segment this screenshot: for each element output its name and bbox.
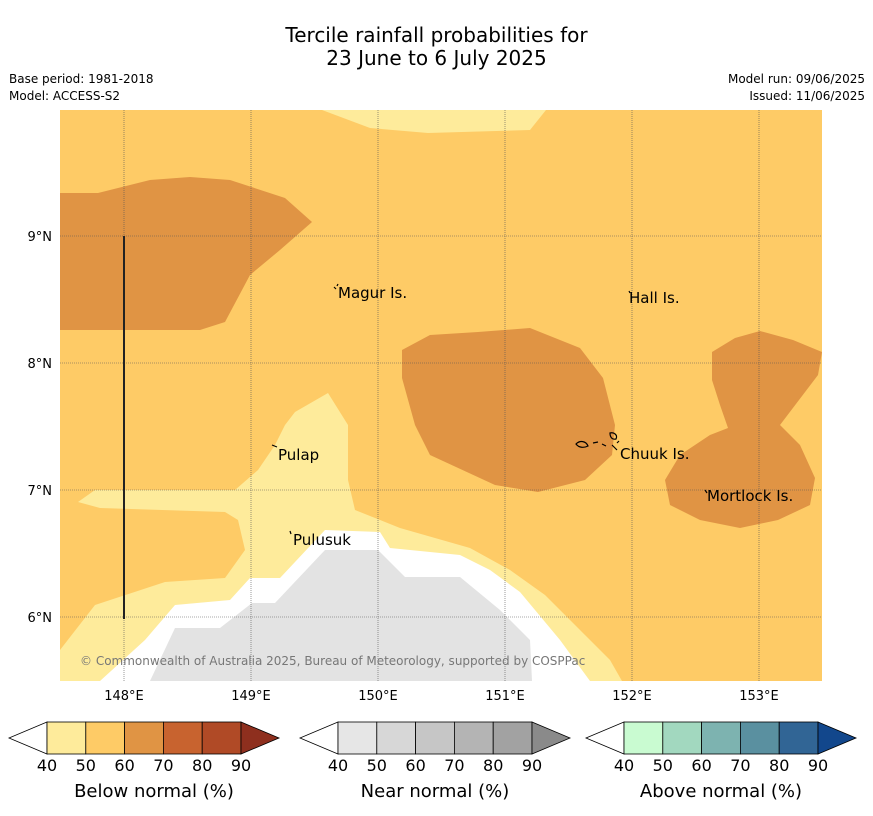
place-label-pulap: Pulap: [278, 446, 319, 464]
colorbar-label-below: Below normal (%): [74, 781, 234, 802]
colorbar-under-triangle: [584, 721, 625, 755]
magur-island-icon: [333, 283, 339, 290]
colorbar-segment: [162, 721, 203, 755]
colorbar-tick-label: 50: [653, 756, 673, 775]
colorbar-segment: [337, 721, 378, 755]
colorbar-tick-label: 40: [614, 756, 634, 775]
colorbar-under-triangle: [298, 721, 339, 755]
island-markers: [271, 283, 708, 535]
colorbar-below-normal: 40 50 60 70 80 90: [7, 721, 281, 775]
colorbar-tick-label: 60: [114, 756, 134, 775]
lat-tick-label: 7°N: [28, 484, 53, 499]
colorbar-segment: [85, 721, 126, 755]
colorbar-tick-label: 40: [37, 756, 57, 775]
lon-tick-label: 150°E: [358, 689, 398, 704]
colorbar-tick-label: 60: [405, 756, 425, 775]
colorbar-tick-label: 90: [522, 756, 542, 775]
chuuk-island-icon: [575, 432, 620, 451]
colorbar-segment: [201, 721, 242, 755]
lon-tick-label: 153°E: [739, 689, 779, 704]
colorbar-tick-label: 90: [808, 756, 828, 775]
issued-date: Issued: 11/06/2025: [749, 89, 865, 103]
copyright-notice: © Commonwealth of Australia 2025, Bureau…: [80, 654, 585, 668]
lon-tick-label: 151°E: [485, 689, 525, 704]
model-name: Model: ACCESS-S2: [9, 89, 121, 103]
mortlock-island-icon: [704, 489, 708, 494]
colorbar-over-triangle: [817, 721, 858, 755]
map-title-line1: Tercile rainfall probabilities for: [285, 23, 588, 47]
place-label-pulusuk: Pulusuk: [293, 531, 351, 549]
graticule: [60, 110, 822, 681]
place-label-mortlock: Mortlock Is.: [707, 487, 793, 505]
colorbar-segment: [376, 721, 416, 755]
colorbar-segment: [492, 721, 533, 755]
colorbar-above-normal: 40 50 60 70 80 90: [584, 721, 858, 775]
colorbar-segment: [662, 721, 702, 755]
colorbar-tick-label: 70: [730, 756, 750, 775]
colorbar-over-triangle: [240, 721, 281, 755]
colorbar-tick-label: 70: [444, 756, 464, 775]
colorbar-near-normal: 40 50 60 70 80 90: [298, 721, 572, 775]
colorbar-segment: [124, 721, 164, 755]
colorbar-segment: [46, 721, 87, 755]
colorbar-tick-label: 90: [231, 756, 251, 775]
region-near-normal: [150, 550, 532, 681]
place-label-chuuk: Chuuk Is.: [620, 445, 689, 463]
base-period: Base period: 1981-2018: [9, 72, 154, 86]
colorbar-under-triangle: [7, 721, 48, 755]
colorbar-label-above: Above normal (%): [639, 781, 803, 802]
colorbar-tick-label: 80: [769, 756, 789, 775]
pulap-island-icon: [271, 444, 278, 448]
region-dark-chuuk: [402, 328, 615, 492]
lat-tick-label: 9°N: [28, 230, 53, 245]
region-dark-mortlock: [665, 331, 822, 528]
colorbar-label-near: Near normal (%): [360, 781, 510, 802]
colorbar-tick-label: 50: [367, 756, 387, 775]
colorbar-tick-label: 80: [483, 756, 503, 775]
lon-tick-label: 149°E: [231, 689, 271, 704]
colorbar-segment: [778, 721, 819, 755]
place-label-magur: Magur Is.: [338, 284, 407, 302]
colorbar-segment: [740, 721, 780, 755]
model-run: Model run: 09/06/2025: [727, 72, 865, 86]
colorbar-over-triangle: [531, 721, 572, 755]
colorbar-tick-label: 40: [328, 756, 348, 775]
colorbar-tick-label: 50: [76, 756, 96, 775]
colorbar-segment: [623, 721, 664, 755]
colorbar-tick-label: 80: [192, 756, 212, 775]
colorbar-tick-label: 70: [153, 756, 173, 775]
colorbar-segment: [701, 721, 741, 755]
colorbar-tick-label: 60: [691, 756, 711, 775]
colorbar-segment: [453, 721, 494, 755]
pulusuk-island-icon: [289, 530, 292, 535]
lat-tick-label: 6°N: [28, 611, 53, 626]
lon-tick-label: 148°E: [104, 689, 144, 704]
place-label-hall: Hall Is.: [629, 289, 680, 307]
lat-tick-label: 8°N: [28, 357, 53, 372]
lon-tick-label: 152°E: [612, 689, 652, 704]
region-light-top: [322, 110, 546, 133]
colorbar-segment: [415, 721, 455, 755]
hall-island-icon: [628, 290, 631, 294]
map-title-line2: 23 June to 6 July 2025: [326, 46, 547, 70]
